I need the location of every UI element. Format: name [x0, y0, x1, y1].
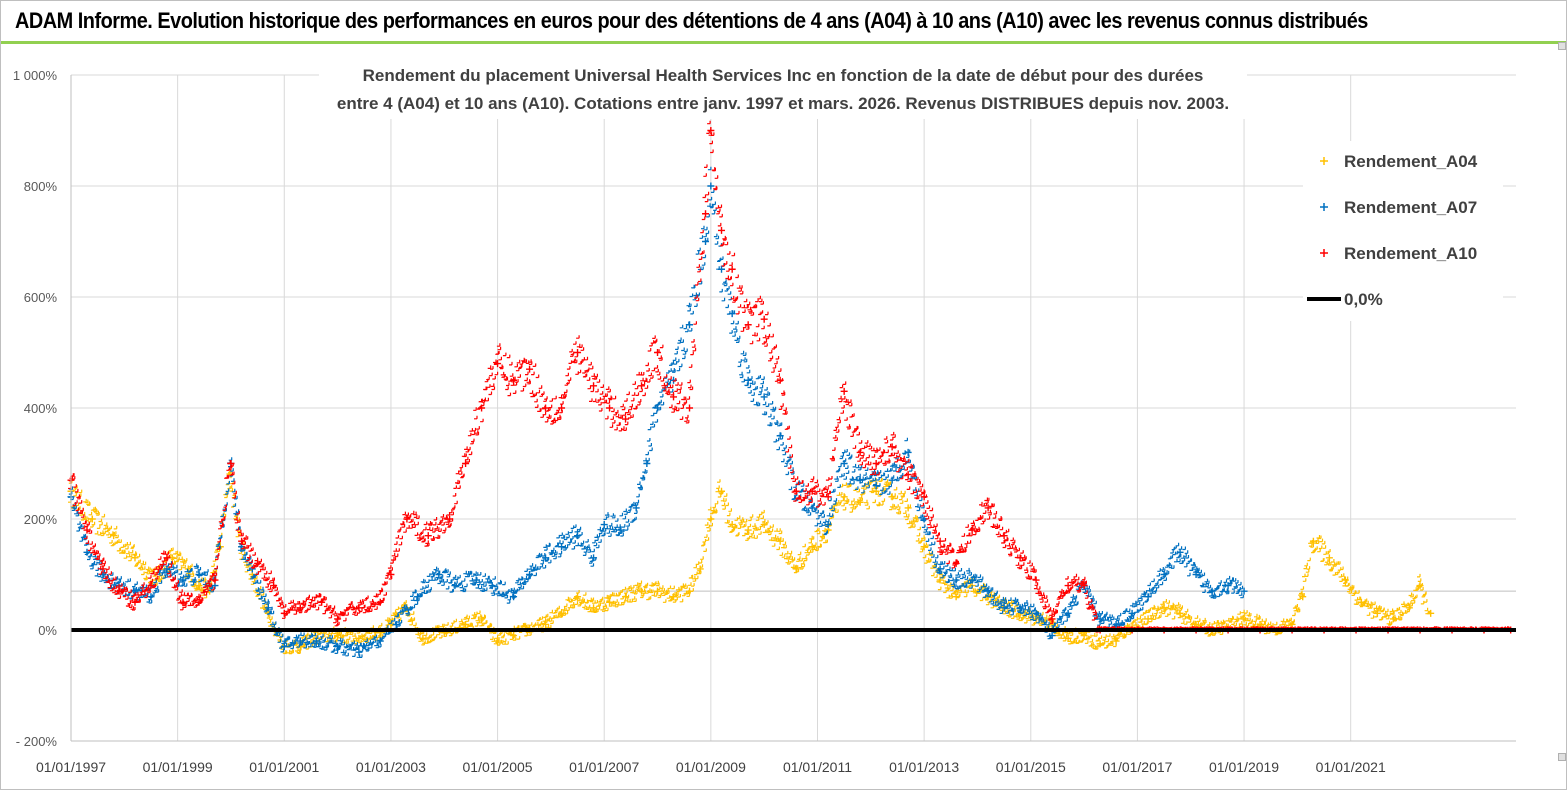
x-tick-label: 01/01/2007 [569, 759, 639, 775]
data-point [606, 404, 614, 412]
chart-title-line-1: Rendement du placement Universal Health … [363, 66, 1204, 85]
y-tick-label: 400% [24, 401, 58, 416]
data-point [1064, 582, 1072, 590]
legend-item-0,0%: 0,0% [1307, 290, 1383, 309]
legend-item-Rendement_A04: Rendement_A04 [1320, 152, 1478, 171]
data-point [760, 315, 768, 323]
legend-label: Rendement_A07 [1344, 198, 1477, 217]
data-point [526, 365, 534, 373]
chart-title: Rendement du placement Universal Health … [319, 59, 1247, 119]
data-point [590, 604, 598, 612]
data-point [494, 360, 502, 368]
chart-legend: Rendement_A04 Rendement_A07 Rendement_A10 0… [1303, 141, 1503, 321]
y-tick-label: 600% [24, 290, 58, 305]
data-point [728, 265, 736, 273]
data-point [590, 382, 598, 390]
legend-item-Rendement_A07: Rendement_A07 [1320, 198, 1477, 217]
chart-title-line-2: entre 4 (A04) et 10 ans (A10). Cotations… [337, 94, 1229, 113]
x-tick-label: 01/01/2015 [996, 759, 1066, 775]
x-tick-label: 01/01/2021 [1316, 759, 1386, 775]
y-tick-label: 1 000% [13, 68, 58, 83]
data-point [920, 543, 928, 551]
series-Rendement_A10 [67, 120, 1515, 634]
data-point [424, 532, 432, 540]
y-tick-label: - 200% [16, 734, 58, 749]
data-point [184, 565, 192, 573]
data-point [542, 554, 550, 562]
data-point [1325, 554, 1333, 562]
series-Rendement_A07 [67, 166, 1248, 658]
data-point [702, 210, 710, 218]
data-point [984, 504, 992, 512]
data-point [110, 532, 118, 540]
report-title: ADAM Informe. Evolution historique des p… [15, 8, 1368, 33]
chart-axes: 1 000% 800% 600% 400% 200% 0% - 200% 01/01/1997… [13, 68, 1516, 775]
series-Rendement_A04 [67, 469, 1435, 655]
data-point [856, 448, 864, 456]
x-tick-label: 01/01/2017 [1102, 759, 1172, 775]
data-point [744, 526, 752, 534]
legend-label: 0,0% [1344, 290, 1383, 309]
resize-handle-bottom-right[interactable] [1558, 753, 1566, 761]
legend-marker [1320, 157, 1328, 165]
data-point [622, 415, 630, 423]
legend-marker [1320, 203, 1328, 211]
x-tick-label: 01/01/2009 [676, 759, 746, 775]
data-point [840, 387, 848, 395]
data-point [728, 521, 736, 529]
legend-label: Rendement_A10 [1344, 244, 1477, 263]
x-tick-label: 01/01/2011 [783, 759, 852, 775]
x-tick-label: 01/01/2003 [356, 759, 426, 775]
data-point [707, 182, 715, 190]
data-point [211, 576, 219, 584]
data-point [760, 393, 768, 401]
legend-marker [1320, 249, 1328, 257]
data-point [1240, 587, 1248, 595]
data-point [686, 404, 694, 412]
y-tick-label: 200% [24, 512, 58, 527]
resize-handle-top-right[interactable] [1558, 42, 1566, 50]
data-point [936, 537, 944, 545]
data-point [718, 226, 726, 234]
legend-label: Rendement_A04 [1344, 152, 1478, 171]
x-tick-label: 01/01/1997 [36, 759, 106, 775]
report-banner: ADAM Informe. Evolution historique des p… [1, 1, 1566, 44]
data-point [638, 382, 646, 390]
x-tick-label: 01/01/2005 [463, 759, 533, 775]
data-point [355, 648, 363, 656]
data-point [1032, 576, 1040, 584]
x-tick-label: 01/01/2013 [889, 759, 959, 775]
chart-series [67, 120, 1516, 658]
x-tick-label: 01/01/2001 [249, 759, 319, 775]
data-point [1176, 609, 1184, 617]
data-point [702, 238, 710, 245]
data-point [600, 521, 608, 529]
data-point [264, 604, 272, 612]
x-tick-label: 01/01/2019 [1209, 759, 1279, 775]
data-point [83, 526, 91, 534]
y-tick-label: 800% [24, 179, 58, 194]
data-point [131, 587, 139, 595]
series-cloud [68, 469, 1431, 655]
data-point [542, 404, 550, 412]
legend-item-Rendement_A10: Rendement_A10 [1320, 244, 1477, 263]
data-point [558, 543, 566, 551]
data-point [707, 515, 715, 523]
x-tick-label: 01/01/1999 [143, 759, 213, 775]
y-tick-label: 0% [38, 623, 57, 638]
